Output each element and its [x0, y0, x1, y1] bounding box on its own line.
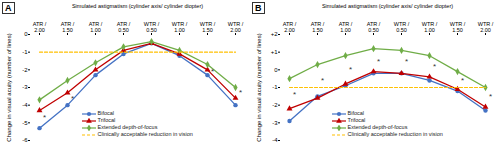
- svg-text:*: *: [377, 57, 380, 66]
- svg-text:*: *: [405, 57, 408, 66]
- svg-text:*: *: [293, 90, 296, 99]
- svg-text:*: *: [489, 92, 492, 101]
- html-text:Extended depth-of-focus: Extended depth-of-focus: [97, 124, 158, 130]
- html-text:Extended depth-of-focus: Extended depth-of-focus: [347, 124, 408, 130]
- html-text:Trifocal: Trifocal: [97, 117, 116, 123]
- svg-text:*: *: [433, 62, 436, 71]
- svg-text:-4: -4: [272, 137, 278, 143]
- svg-text:ATR /1.50: ATR /1.50: [61, 21, 75, 33]
- svg-text:Simulated astigmatism (cylinde: Simulated astigmatism (cylinder axis/ cy…: [322, 3, 453, 9]
- svg-text:ATR /1.00: ATR /1.00: [89, 21, 103, 33]
- svg-text:+1: +1: [271, 49, 279, 55]
- svg-text:+2: +2: [271, 31, 279, 37]
- svg-text:-2: -2: [272, 102, 278, 108]
- svg-text:*: *: [321, 76, 324, 85]
- svg-text:-6: -6: [22, 137, 28, 143]
- svg-text:WTR /0.50: WTR /0.50: [144, 21, 160, 33]
- svg-text:ATR /0.50: ATR /0.50: [117, 21, 131, 33]
- svg-text:*: *: [211, 67, 214, 76]
- svg-text:0: 0: [274, 67, 278, 73]
- svg-text:WTR /1.50: WTR /1.50: [200, 21, 216, 33]
- html-text:Trifocal: Trifocal: [347, 117, 366, 123]
- html-text:Clinically acceptable reductio: Clinically acceptable reduction in visio…: [97, 131, 193, 137]
- svg-text:-3: -3: [272, 120, 278, 126]
- svg-text:ATR /2.00: ATR /2.00: [283, 21, 297, 33]
- svg-text:WTR /1.00: WTR /1.00: [422, 21, 438, 33]
- svg-text:*: *: [239, 88, 242, 97]
- svg-text:WTR /0.50: WTR /0.50: [394, 21, 410, 33]
- html-text:Clinically acceptable reductio: Clinically acceptable reduction in visio…: [347, 131, 443, 137]
- svg-text:-1: -1: [272, 84, 278, 90]
- svg-text:0: 0: [24, 31, 28, 37]
- svg-text:ATR /0.50: ATR /0.50: [367, 21, 381, 33]
- svg-text:-5: -5: [22, 120, 28, 126]
- svg-text:ATR /1.00: ATR /1.00: [339, 21, 353, 33]
- html-text:B: B: [255, 3, 262, 13]
- svg-text:ATR /1.50: ATR /1.50: [311, 21, 325, 33]
- svg-text:-1: -1: [22, 49, 28, 55]
- svg-text:*: *: [71, 94, 74, 103]
- html-text:A: A: [5, 3, 12, 13]
- svg-text:WTR /1.50: WTR /1.50: [450, 21, 466, 33]
- svg-text:WTR /2.00: WTR /2.00: [228, 21, 244, 33]
- svg-text:*: *: [349, 65, 352, 74]
- svg-text:-4: -4: [22, 102, 28, 108]
- svg-text:Simulated astigmatism (cylinde: Simulated astigmatism (cylinder axis/ cy…: [72, 3, 203, 9]
- html-text:Bifocal: Bifocal: [347, 110, 364, 116]
- svg-text:*: *: [43, 113, 46, 122]
- svg-text:WTR /1.00: WTR /1.00: [172, 21, 188, 33]
- svg-text:*: *: [461, 76, 464, 85]
- svg-text:Change in visual acuity (numbe: Change in visual acuity (number of lines…: [6, 33, 12, 141]
- html-text:Bifocal: Bifocal: [97, 110, 114, 116]
- svg-text:WTR /2.00: WTR /2.00: [478, 21, 494, 33]
- svg-text:ATR /2.00: ATR /2.00: [33, 21, 47, 33]
- svg-text:-2: -2: [22, 67, 28, 73]
- svg-text:Change in visual acuity (numbe: Change in visual acuity (number of lines…: [256, 33, 262, 141]
- svg-text:-3: -3: [22, 84, 28, 90]
